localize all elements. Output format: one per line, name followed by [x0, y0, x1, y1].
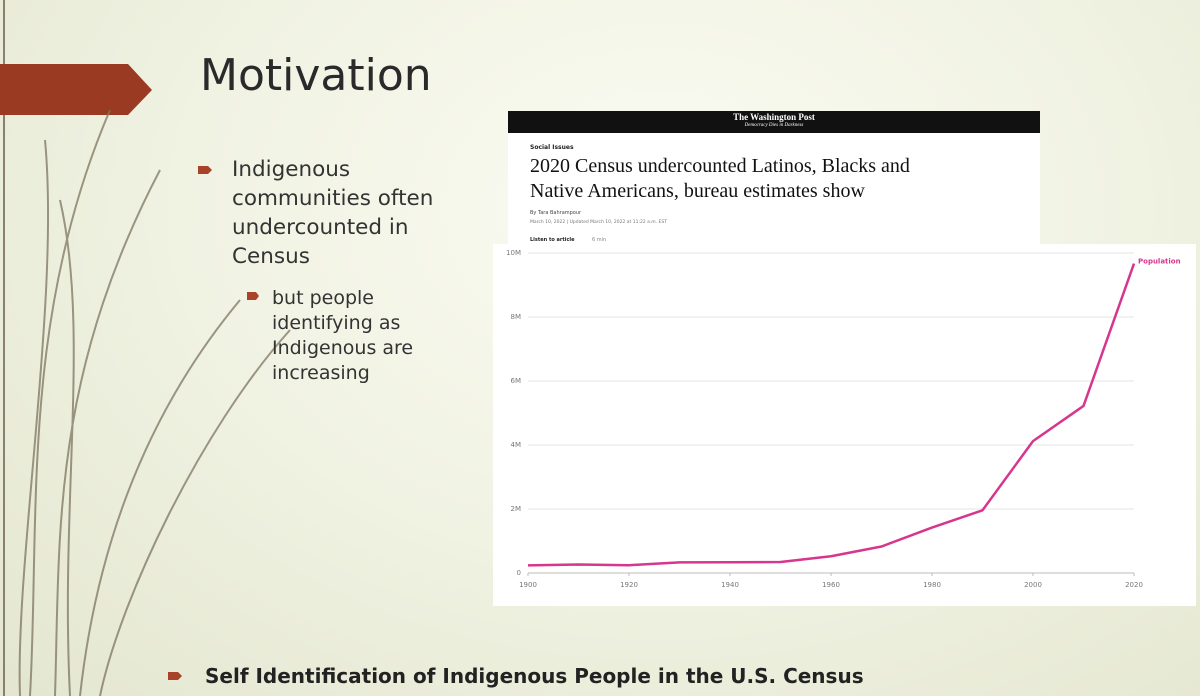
- footer-bullet: Self Identification of Indigenous People…: [205, 664, 864, 688]
- tagline: Democracy Dies in Darkness: [744, 123, 804, 128]
- x-tick-label: 1920: [620, 581, 638, 589]
- bullet: Indigenous communities often undercounte…: [232, 157, 434, 269]
- listen-time: 6 min: [592, 237, 607, 243]
- y-tick-label: 8M: [511, 313, 522, 321]
- y-tick-label: 4M: [511, 441, 522, 449]
- chart-background: [493, 244, 1196, 606]
- y-tick-label: 2M: [511, 505, 522, 513]
- series-line: [527, 263, 1136, 567]
- headline: 2020 Census undercounted Latinos, Blacks…: [530, 155, 910, 177]
- masthead-bar: The Washington Post Democracy Dies in Da…: [508, 111, 1040, 133]
- x-tick-label: 2000: [1024, 581, 1042, 589]
- series-label: Population: [1138, 258, 1181, 266]
- sub-bullet: but people identifying as Indigenous are…: [272, 287, 414, 384]
- x-tick-label: 1900: [519, 581, 537, 589]
- kicker: Social Issues: [530, 144, 574, 151]
- listen-link[interactable]: Listen to article: [530, 237, 575, 243]
- y-tick-label: 10M: [506, 249, 521, 257]
- y-tick-label: 0: [517, 569, 521, 577]
- grass: [18, 109, 291, 696]
- masthead: The Washington Post: [733, 112, 815, 122]
- x-tick-label: 1980: [923, 581, 941, 589]
- x-tick-label: 1940: [721, 581, 739, 589]
- title-arrow: [0, 64, 152, 115]
- byline: By Tara Bahrampour: [530, 210, 582, 216]
- article-screenshot: The Washington Post Democracy Dies in Da…: [508, 111, 1040, 245]
- bullet-markers: [168, 166, 259, 680]
- headline: Native Americans, bureau estimates show: [530, 180, 865, 202]
- slide-title: Motivation: [200, 50, 432, 101]
- dateline: March 10, 2022 | Updated March 10, 2022 …: [530, 220, 667, 225]
- x-tick-label: 1960: [822, 581, 840, 589]
- x-tick-label: 2020: [1125, 581, 1143, 589]
- chart: 0 2M 4M 6M 8M 10M 1900 1920 1940 1960 1980 2000 2020…: [493, 244, 1196, 606]
- y-tick-label: 6M: [511, 377, 522, 385]
